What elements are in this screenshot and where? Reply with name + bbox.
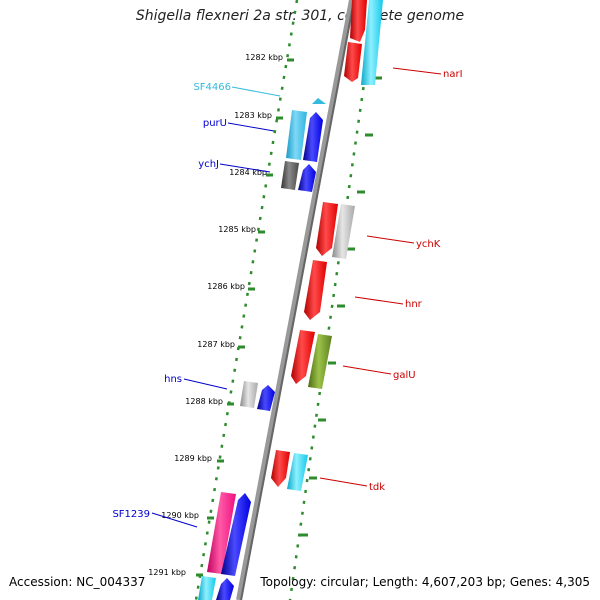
genome-backbone-shadow	[240, 0, 355, 600]
tick-label: 1284 kbp	[229, 168, 267, 177]
gene-label-ychK[interactable]: ychK	[416, 239, 441, 250]
gene-label-SF1239[interactable]: SF1239	[112, 509, 150, 520]
gene-SF1239-blue[interactable]	[221, 493, 251, 576]
gene-purU-blue[interactable]	[303, 112, 323, 162]
gene-SF1239-magenta[interactable]	[207, 492, 236, 574]
gene-bottom-blue[interactable]	[216, 578, 234, 600]
accession-text: Accession: NC_004337	[9, 575, 146, 589]
gene-narI-top-red[interactable]	[350, 0, 367, 42]
topology-text: Topology: circular; Length: 4,607,203 bp…	[260, 575, 590, 589]
tick-label: 1289 kbp	[174, 454, 212, 463]
tick-label: 1287 kbp	[197, 340, 235, 349]
gene-ychK-red[interactable]	[316, 202, 338, 256]
leader-lines	[151, 67, 442, 528]
gene-narI-cyan[interactable]	[361, 0, 383, 85]
gene-tdk-cyan[interactable]	[287, 453, 308, 491]
outer-right-dotted-track	[288, 0, 378, 600]
genome-title: Shigella flexneri 2a str. 301, complete …	[135, 8, 465, 24]
kbp-ruler: 1282 kbp 1283 kbp 1284 kbp 1285 kbp 1286…	[148, 53, 294, 577]
gene-hnr-red[interactable]	[304, 260, 327, 320]
gene-tdk-red[interactable]	[271, 450, 290, 487]
gene-narI-red[interactable]	[344, 42, 362, 82]
tick-label: 1282 kbp	[245, 53, 283, 62]
tick-label: 1283 kbp	[234, 111, 272, 120]
outer-track-ticks	[300, 76, 382, 537]
gene-hns-gray[interactable]	[240, 381, 258, 408]
gene-label-SF4466[interactable]: SF4466	[193, 82, 231, 93]
gene-ychJ-blue[interactable]	[298, 164, 316, 192]
gene-label-galU[interactable]: galU	[393, 370, 416, 381]
gene-label-ychJ[interactable]: ychJ	[198, 159, 219, 170]
tick-label: 1288 kbp	[185, 397, 223, 406]
gene-label-tdk[interactable]: tdk	[369, 482, 385, 493]
gene-label-hns[interactable]: hns	[164, 374, 182, 385]
tick-label: 1285 kbp	[218, 225, 256, 234]
gene-label-purU[interactable]: purU	[203, 118, 227, 129]
gene-purU-lightblue[interactable]	[286, 110, 307, 160]
gene-hns-blue[interactable]	[257, 385, 275, 411]
gene-galU-red[interactable]	[291, 330, 315, 384]
gene-ychJ-dark[interactable]	[281, 161, 299, 190]
gene-ychK-gray[interactable]	[332, 204, 355, 259]
gene-SF4466-arrow[interactable]	[312, 98, 326, 104]
tick-label: 1291 kbp	[148, 568, 186, 577]
gene-bottom-cyan[interactable]	[198, 576, 216, 600]
gene-label-hnr[interactable]: hnr	[405, 299, 423, 310]
genome-backbone	[236, 0, 355, 600]
gene-galU-olive[interactable]	[308, 334, 332, 389]
tick-label: 1286 kbp	[207, 282, 245, 291]
tick-label: 1290 kbp	[161, 511, 199, 520]
outer-left-dotted-track	[194, 0, 299, 600]
gene-label-narI[interactable]: narI	[443, 69, 463, 80]
